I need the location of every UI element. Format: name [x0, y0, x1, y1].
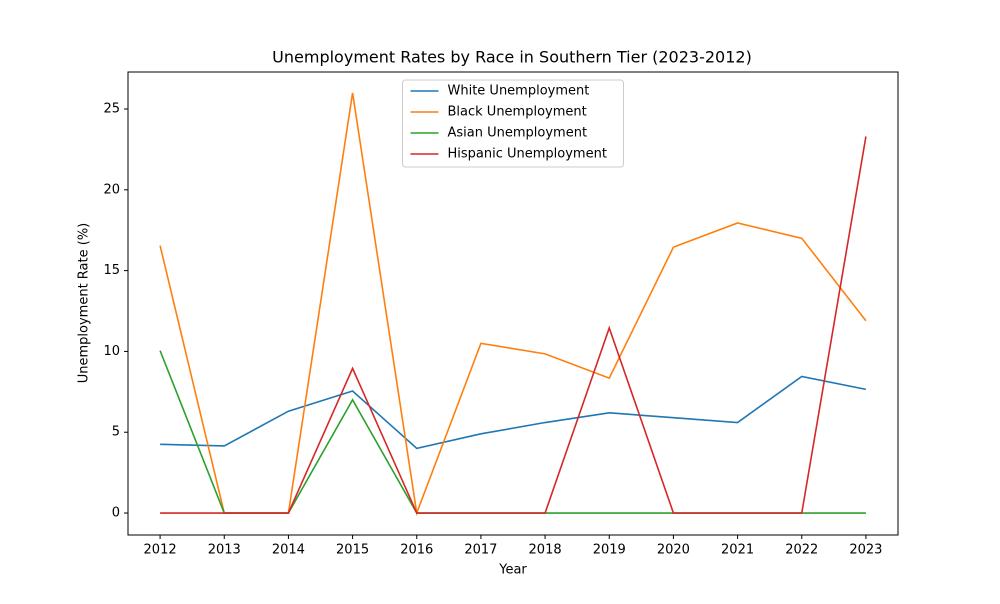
y-axis-label: Unemployment Rate (%) — [77, 223, 92, 384]
legend-label: Asian Unemployment — [448, 126, 588, 141]
x-tick-label: 2012 — [144, 543, 177, 558]
x-tick-label: 2016 — [400, 543, 433, 558]
series-line — [160, 375, 867, 450]
y-tick-label: 25 — [103, 102, 120, 117]
legend-box — [402, 79, 624, 168]
y-tick-label: 15 — [103, 263, 120, 278]
y-tick-label: 10 — [103, 344, 120, 359]
x-tick-label: 2023 — [849, 543, 882, 558]
x-axis-label: Year — [498, 563, 527, 578]
plot-frame — [127, 71, 899, 536]
x-tick-label: 2017 — [464, 543, 497, 558]
y-tick-label: 5 — [112, 425, 120, 440]
legend-label: Hispanic Unemployment — [448, 147, 607, 162]
y-tick-label: 0 — [112, 506, 120, 521]
x-tick-label: 2013 — [208, 543, 241, 558]
legend-label: White Unemployment — [448, 84, 590, 99]
legend: White Unemployment Black Unemployment Asia… — [402, 79, 624, 168]
x-tick-label: 2022 — [785, 543, 818, 558]
y-tick-label: 20 — [103, 182, 120, 197]
x-tick-label: 2015 — [336, 543, 369, 558]
x-tick-label: 2019 — [593, 543, 626, 558]
legend-label: Black Unemployment — [448, 105, 587, 120]
x-tick-label: 2020 — [657, 543, 690, 558]
x-tick-label: 2014 — [272, 543, 305, 558]
x-tick-label: 2018 — [529, 543, 562, 558]
chart-title: Unemployment Rates by Race in Southern T… — [272, 48, 752, 67]
series-line — [160, 136, 867, 514]
x-tick-label: 2021 — [721, 543, 754, 558]
